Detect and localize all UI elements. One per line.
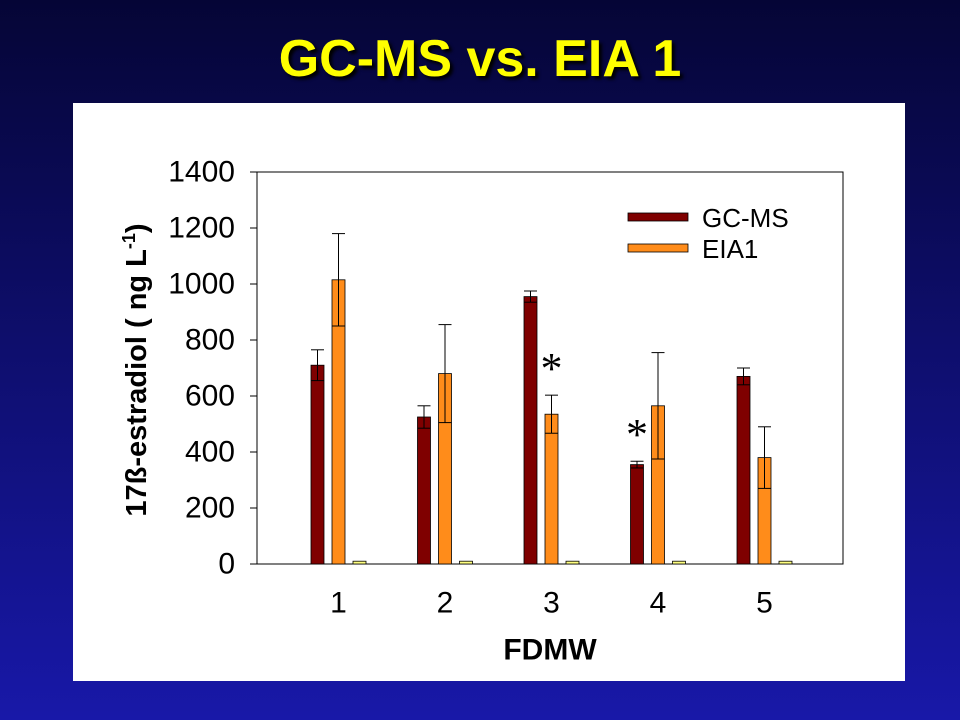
y-axis-label-end: ) bbox=[121, 223, 153, 233]
bar-series-3-1 bbox=[352, 560, 367, 565]
bar-series-3-4 bbox=[672, 560, 686, 565]
bar-series-3-2 bbox=[459, 560, 473, 565]
bar-gc-ms-3 bbox=[523, 296, 538, 565]
y-tick-label: 1200 bbox=[168, 212, 235, 245]
legend-label: EIA1 bbox=[702, 234, 758, 264]
error-bar bbox=[524, 290, 537, 303]
y-tick-label: 800 bbox=[185, 324, 235, 357]
bar-series-3-3 bbox=[565, 560, 580, 565]
bar-eia1-3 bbox=[544, 413, 559, 565]
bar-gc-ms-2 bbox=[417, 416, 431, 565]
error-bar bbox=[332, 233, 345, 327]
x-axis: 1 2 3 4 5 bbox=[330, 587, 773, 620]
y-tick-label: 600 bbox=[185, 380, 235, 413]
significance-asterisk: * bbox=[541, 344, 563, 393]
x-tick-label: 1 bbox=[330, 587, 347, 620]
slide-title: GC-MS vs. EIA 1 bbox=[278, 30, 682, 88]
error-bar bbox=[438, 324, 452, 424]
legend-label: GC-MS bbox=[702, 203, 789, 233]
y-axis-label: 17ß-estradiol ( ng L-1) bbox=[119, 223, 153, 516]
annotations: ** bbox=[541, 344, 649, 459]
y-axis-label-superscript: -1 bbox=[119, 233, 139, 249]
y-axis: 0 200 400 600 800 1000 1200 1400 bbox=[168, 156, 257, 581]
bar-series-3-5 bbox=[778, 560, 793, 565]
x-tick-label: 4 bbox=[650, 587, 667, 620]
bar-gc-ms-4 bbox=[630, 464, 644, 565]
significance-asterisk: * bbox=[626, 410, 648, 459]
bars bbox=[310, 279, 793, 565]
x-tick-label: 2 bbox=[437, 587, 454, 620]
error-bar bbox=[311, 349, 324, 382]
x-tick-label: 5 bbox=[756, 587, 773, 620]
x-axis-label: FDMW bbox=[503, 634, 597, 667]
error-bars bbox=[311, 233, 771, 489]
legend-swatch bbox=[627, 212, 689, 222]
bar-gc-ms-5 bbox=[736, 375, 751, 565]
error-bar bbox=[545, 394, 558, 434]
error-bar bbox=[417, 405, 431, 429]
y-tick-label: 200 bbox=[185, 492, 235, 525]
y-tick-label: 1400 bbox=[168, 156, 235, 189]
bar-gc-ms-1 bbox=[310, 364, 325, 565]
legend-swatch bbox=[627, 243, 689, 253]
y-tick-label: 0 bbox=[218, 548, 235, 581]
error-bar bbox=[737, 367, 750, 386]
error-bar bbox=[630, 460, 644, 469]
error-bar bbox=[758, 426, 771, 489]
y-axis-label-main: 17ß-estradiol ( ng L bbox=[121, 249, 153, 516]
x-tick-label: 3 bbox=[543, 587, 560, 620]
y-tick-label: 1000 bbox=[168, 268, 235, 301]
y-tick-label: 400 bbox=[185, 436, 235, 469]
error-bar bbox=[651, 352, 665, 460]
